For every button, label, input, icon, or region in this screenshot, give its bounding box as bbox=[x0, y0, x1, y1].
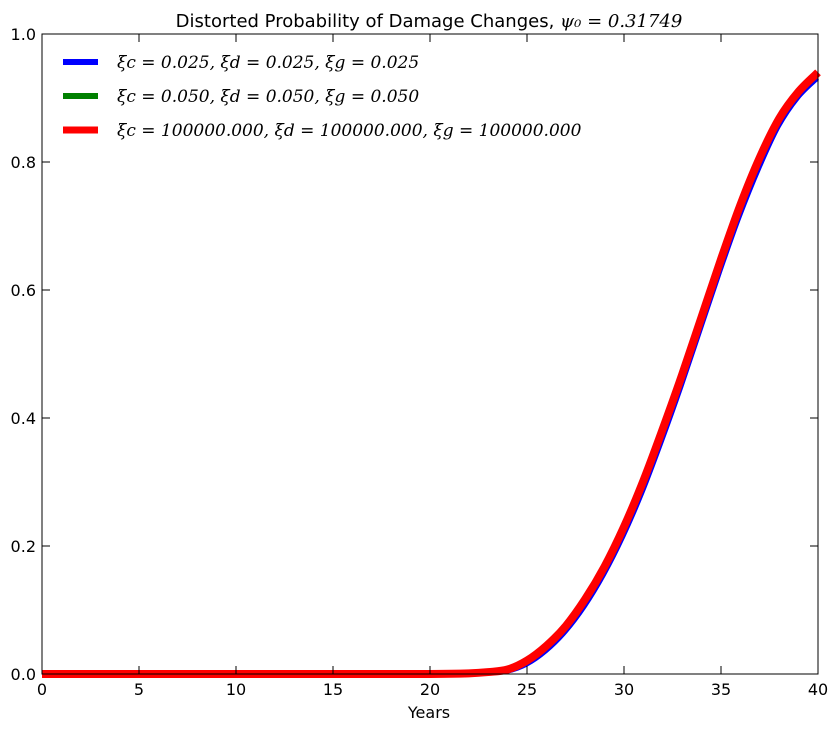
x-tick-label: 20 bbox=[420, 680, 440, 699]
chart-title-math: ψ₀ = 0.31749 bbox=[560, 11, 682, 32]
y-tick-label: 0.0 bbox=[11, 665, 36, 684]
y-tick-label: 0.4 bbox=[11, 409, 36, 428]
x-axis-label: Years bbox=[407, 703, 450, 722]
legend-label-2: ξc = 0.050, ξd = 0.050, ξg = 0.050 bbox=[117, 87, 419, 107]
legend: ξc = 0.025, ξd = 0.025, ξg = 0.025 ξc = 0… bbox=[63, 53, 582, 141]
x-tick-label: 15 bbox=[323, 680, 343, 699]
x-tick-label: 0 bbox=[37, 680, 47, 699]
y-tick-label: 1.0 bbox=[11, 25, 36, 44]
legend-label-3: ξc = 100000.000, ξd = 100000.000, ξg = 1… bbox=[117, 121, 582, 141]
chart-title: Distorted Probability of Damage Changes,… bbox=[176, 11, 683, 32]
x-tick-label: 25 bbox=[517, 680, 537, 699]
y-tick-label: 0.2 bbox=[11, 537, 36, 556]
chart-title-text: Distorted Probability of Damage Changes, bbox=[176, 11, 560, 32]
y-axis-ticks: 0.0 0.2 0.4 0.6 0.8 1.0 bbox=[11, 25, 818, 684]
x-tick-label: 30 bbox=[614, 680, 634, 699]
series-line-2 bbox=[41, 74, 820, 676]
x-axis-ticks: 0 5 10 15 20 25 30 35 40 bbox=[37, 34, 828, 699]
x-tick-label: 10 bbox=[226, 680, 246, 699]
legend-label-1: ξc = 0.025, ξd = 0.025, ξg = 0.025 bbox=[117, 53, 419, 73]
series-line-1 bbox=[41, 77, 820, 676]
x-tick-label: 5 bbox=[134, 680, 144, 699]
x-tick-label: 40 bbox=[808, 680, 828, 699]
y-tick-label: 0.6 bbox=[11, 281, 36, 300]
x-tick-label: 35 bbox=[711, 680, 731, 699]
series-line-3 bbox=[41, 69, 821, 679]
y-tick-label: 0.8 bbox=[11, 153, 36, 172]
plot-lines bbox=[41, 69, 821, 679]
